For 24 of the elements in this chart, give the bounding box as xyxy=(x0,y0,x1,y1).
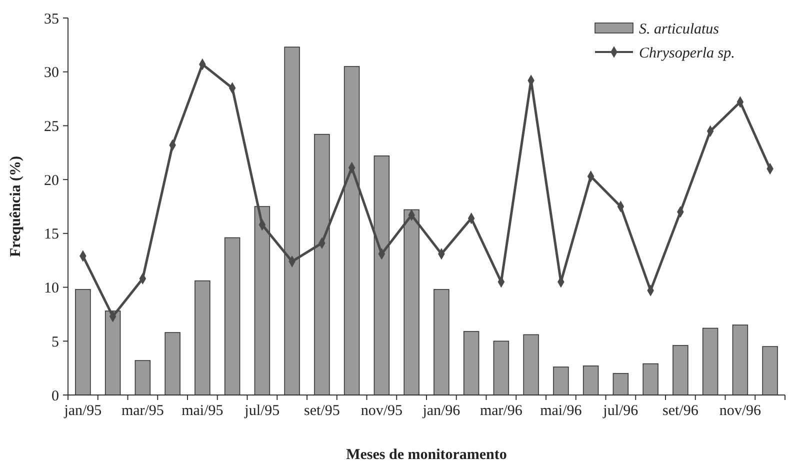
x-tick-label: mai/95 xyxy=(182,403,224,419)
x-tick-label: set/96 xyxy=(662,403,699,419)
y-tick-label: 25 xyxy=(44,118,59,135)
y-axis-title: Frequência (%) xyxy=(8,156,24,257)
legend-label: S. articulatus xyxy=(639,21,720,38)
y-tick-label: 35 xyxy=(44,11,59,28)
y-tick-label: 10 xyxy=(44,280,59,297)
x-tick-label: mar/96 xyxy=(480,403,523,419)
x-axis-title: Meses de monitoramento xyxy=(346,447,507,463)
x-tick-label: nov/96 xyxy=(719,403,762,419)
x-tick-label: jan/96 xyxy=(422,403,461,419)
y-tick-label: 15 xyxy=(44,226,59,243)
x-tick-label: jul/95 xyxy=(244,403,280,419)
x-tick-label: jan/95 xyxy=(63,403,102,419)
x-tick-label: mar/95 xyxy=(121,403,164,419)
x-tick-label: jul/96 xyxy=(602,403,639,419)
x-tick-label: nov/95 xyxy=(360,403,403,419)
y-tick-label: 30 xyxy=(44,65,59,82)
y-tick-label: 5 xyxy=(52,334,59,350)
y-tick-label: 0 xyxy=(52,388,59,404)
y-tick-label: 20 xyxy=(44,172,59,189)
legend-label: Chrysoperla sp. xyxy=(639,45,735,62)
x-tick-label: mai/96 xyxy=(540,403,582,419)
x-tick-label: set/95 xyxy=(304,403,340,419)
